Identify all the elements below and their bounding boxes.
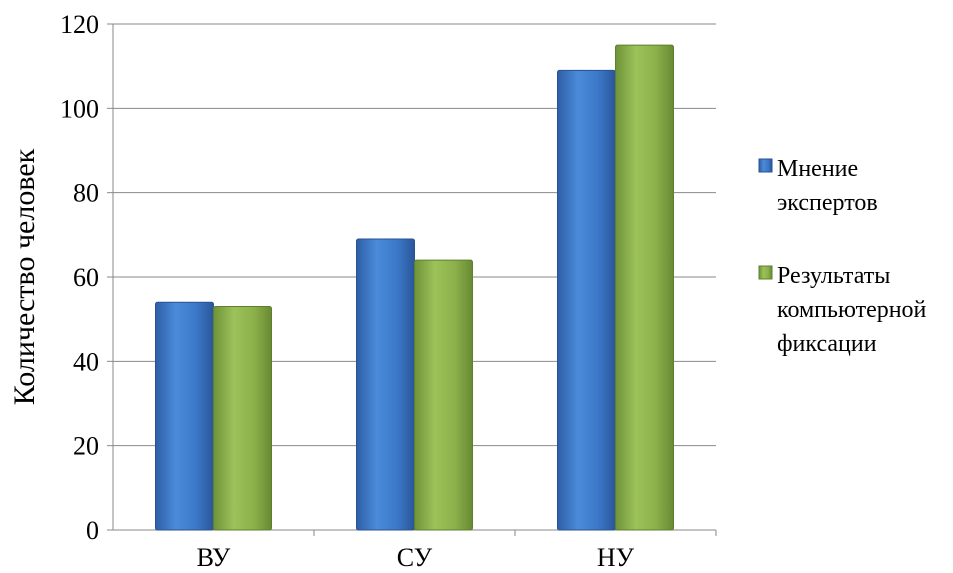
legend: Мнение экспертов Результаты компьютерной фик… bbox=[758, 156, 927, 357]
legend-swatch bbox=[758, 265, 773, 280]
bar-computer-2 bbox=[414, 259, 473, 531]
y-tick-labels: 0 20 40 60 80 100 120 bbox=[60, 10, 99, 545]
bar-experts-1 bbox=[155, 301, 214, 531]
legend-swatch bbox=[758, 158, 773, 173]
x-category-labels: ВУ СУ НУ bbox=[197, 530, 717, 572]
legend-label: компьютерной bbox=[777, 297, 927, 323]
legend-label: экспертов bbox=[777, 190, 878, 216]
y-tick-label: 0 bbox=[86, 516, 99, 545]
legend-label: фиксации bbox=[777, 331, 877, 357]
y-tick-label: 100 bbox=[60, 94, 99, 123]
x-category-label: СУ bbox=[397, 543, 433, 572]
axes bbox=[112, 24, 716, 531]
bar-experts-2 bbox=[356, 238, 415, 531]
y-tick-label: 80 bbox=[73, 179, 99, 208]
bar-computer-1 bbox=[213, 306, 272, 531]
y-tick-label: 60 bbox=[73, 263, 99, 292]
y-tick-label: 20 bbox=[73, 432, 99, 461]
x-category-label: ВУ bbox=[197, 543, 231, 572]
legend-label: Результаты bbox=[777, 263, 890, 289]
x-category-label: НУ bbox=[597, 543, 635, 572]
y-tick-label: 40 bbox=[73, 347, 99, 376]
bar-computer-3 bbox=[615, 44, 674, 531]
y-tick-label: 120 bbox=[60, 10, 99, 39]
bars bbox=[155, 44, 674, 531]
legend-label: Мнение bbox=[777, 156, 858, 182]
y-axis-label: Количество человек bbox=[8, 148, 41, 405]
bar-experts-3 bbox=[557, 69, 616, 531]
